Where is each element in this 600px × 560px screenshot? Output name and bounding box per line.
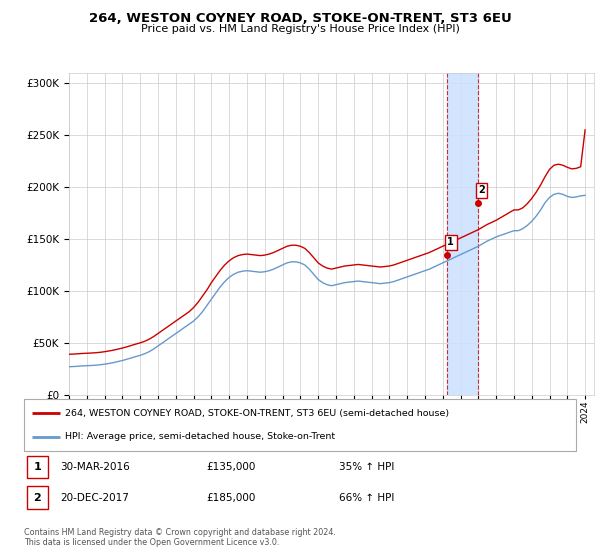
Text: 20-DEC-2017: 20-DEC-2017 [60,492,129,502]
FancyBboxPatch shape [27,456,48,478]
Text: 1: 1 [448,237,454,247]
Text: 66% ↑ HPI: 66% ↑ HPI [338,492,394,502]
FancyBboxPatch shape [24,399,576,451]
Text: 1: 1 [34,462,41,472]
Text: 2: 2 [478,185,485,195]
Bar [447,73,478,395]
Text: Price paid vs. HM Land Registry's House Price Index (HPI): Price paid vs. HM Land Registry's House … [140,24,460,34]
Text: 35% ↑ HPI: 35% ↑ HPI [338,462,394,472]
Text: £135,000: £135,000 [206,462,256,472]
Text: HPI: Average price, semi-detached house, Stoke-on-Trent: HPI: Average price, semi-detached house,… [65,432,335,441]
Text: 2: 2 [34,492,41,502]
FancyBboxPatch shape [27,486,48,508]
Text: 30-MAR-2016: 30-MAR-2016 [60,462,130,472]
Text: 264, WESTON COYNEY ROAD, STOKE-ON-TRENT, ST3 6EU: 264, WESTON COYNEY ROAD, STOKE-ON-TRENT,… [89,12,511,25]
Text: £185,000: £185,000 [206,492,256,502]
Text: 264, WESTON COYNEY ROAD, STOKE-ON-TRENT, ST3 6EU (semi-detached house): 264, WESTON COYNEY ROAD, STOKE-ON-TRENT,… [65,409,449,418]
Text: Contains HM Land Registry data © Crown copyright and database right 2024.
This d: Contains HM Land Registry data © Crown c… [24,528,336,547]
